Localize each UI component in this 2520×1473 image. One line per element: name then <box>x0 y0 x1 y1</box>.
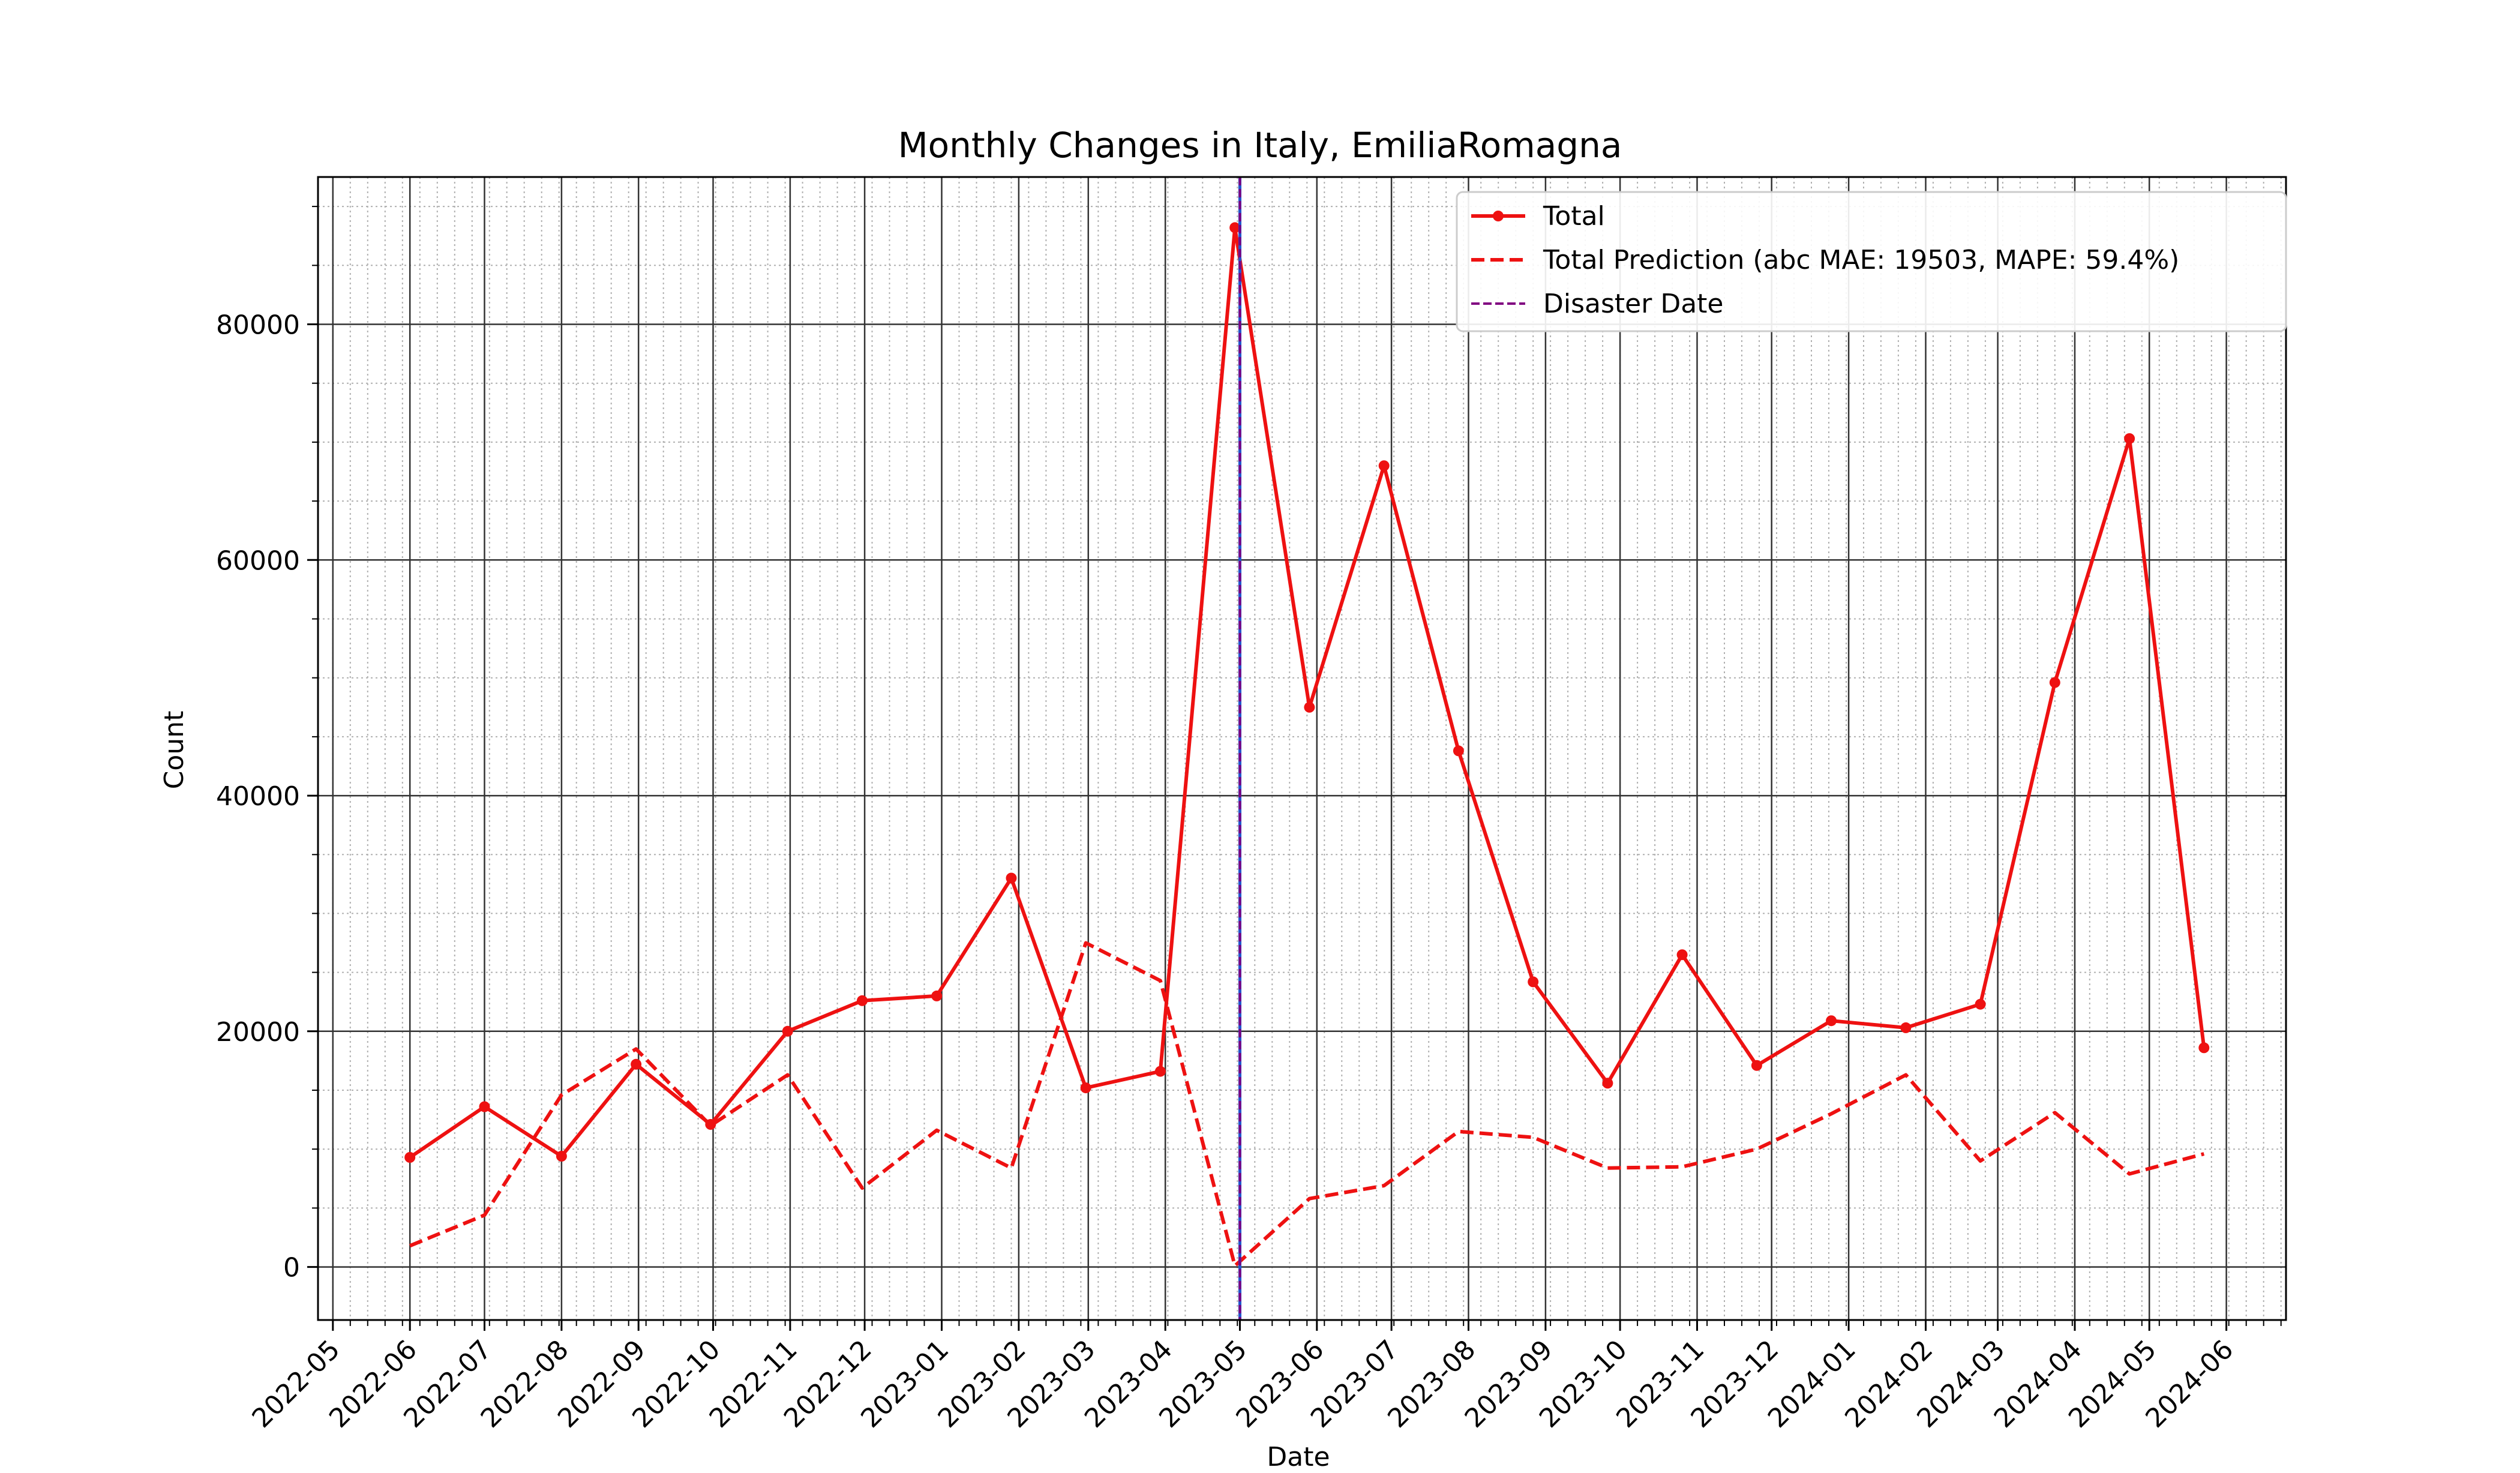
series-line-total-prediction <box>409 941 2205 1268</box>
chart-title: Monthly Changes in Italy, EmiliaRomagna <box>898 125 1622 166</box>
y-tick-label: 60000 <box>216 545 300 576</box>
data-point-total <box>1378 460 1390 472</box>
y-tick-label: 0 <box>283 1253 300 1283</box>
data-point-total <box>1453 745 1464 757</box>
data-point-total <box>1900 1022 1912 1033</box>
y-tick-label: 40000 <box>216 781 300 812</box>
data-point-total <box>931 990 943 1001</box>
data-point-total <box>1154 1066 1166 1077</box>
legend-label-disaster-date: Disaster Date <box>1543 289 1723 319</box>
data-point-total <box>705 1119 716 1130</box>
data-point-total <box>556 1151 567 1162</box>
data-point-total <box>1602 1078 1613 1089</box>
data-point-total <box>404 1152 416 1163</box>
data-point-total <box>2198 1042 2210 1054</box>
data-point-total <box>631 1058 642 1070</box>
data-point-total <box>2049 677 2060 688</box>
legend-box <box>1456 191 2287 332</box>
data-point-total <box>479 1101 490 1112</box>
legend-entry-total-prediction: Total Prediction (abc MAE: 19503, MAPE: … <box>1471 245 2179 275</box>
data-point-total <box>1528 976 1539 988</box>
data-point-total <box>1080 1082 1091 1094</box>
data-point-total <box>1751 1060 1762 1071</box>
legend-label-total: Total <box>1543 201 1605 232</box>
data-point-total <box>1229 222 1241 233</box>
legend-marker-total <box>1493 211 1504 221</box>
y-tick-label: 20000 <box>216 1017 300 1048</box>
axes-frame <box>317 176 2287 1321</box>
data-point-total <box>1006 872 1017 884</box>
data-point-total <box>782 1025 793 1037</box>
y-axis-label: Count <box>159 711 190 790</box>
data-point-total <box>2124 433 2135 444</box>
x-axis-label: Date <box>1267 1442 1330 1470</box>
legend-entry-disaster-date: Disaster Date <box>1471 289 1723 319</box>
data-point-total <box>1975 998 1986 1010</box>
data-point-total <box>857 995 868 1006</box>
data-point-total <box>1304 701 1315 713</box>
y-tick-label: 80000 <box>216 310 300 341</box>
data-point-total <box>1676 949 1688 961</box>
legend: Total Total Prediction (abc MAE: 19503, … <box>1456 191 2287 332</box>
legend-entry-total: Total <box>1471 201 1605 232</box>
data-point-total <box>1826 1015 1837 1027</box>
legend-label-total-prediction: Total Prediction (abc MAE: 19503, MAPE: … <box>1543 245 2179 275</box>
